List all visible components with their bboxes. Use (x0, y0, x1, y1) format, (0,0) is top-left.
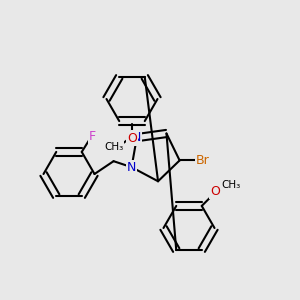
Text: CH₃: CH₃ (104, 142, 124, 152)
Text: Br: Br (196, 154, 210, 167)
Text: O: O (210, 185, 220, 198)
Text: O: O (127, 131, 137, 145)
Text: N: N (132, 131, 142, 144)
Text: CH₃: CH₃ (221, 180, 241, 190)
Text: F: F (89, 130, 96, 143)
Text: N: N (127, 161, 136, 174)
